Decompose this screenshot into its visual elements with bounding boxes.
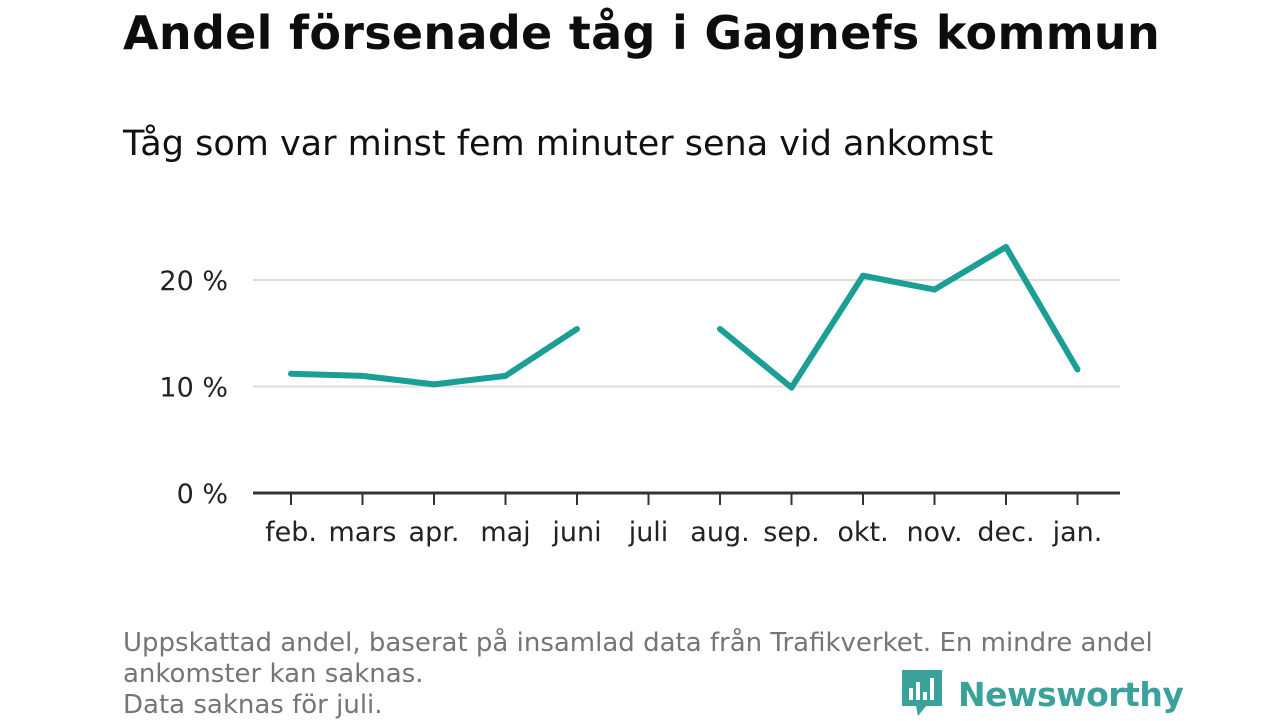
x-axis-ticks: feb. mars apr. maj juni juli aug. sep. okt. nov. d… [253, 491, 1120, 548]
data-point [931, 286, 938, 293]
data-point [860, 272, 866, 279]
y-tick-label: 10 % [159, 373, 228, 404]
footnote-line-3: Data saknas för juli. [123, 690, 383, 720]
brand-logo: Newsworthy [902, 670, 1184, 718]
series-lines [288, 243, 1081, 391]
x-tick-label: maj [480, 517, 530, 548]
data-point [717, 325, 723, 332]
data-point [1003, 243, 1009, 250]
line-chart: 0 % 10 % 20 % feb. mars apr. maj juni juli aug. s… [159, 243, 1120, 548]
data-point [502, 372, 509, 379]
data-point [788, 384, 795, 391]
chart-subtitle: Tåg som var minst fem minuter sena vid a… [123, 124, 994, 164]
brand-name: Newsworthy [958, 674, 1184, 714]
x-tick-label: jan. [1052, 517, 1103, 548]
chart-title: Andel försenade tåg i Gagnefs kommun [123, 6, 1161, 60]
data-point [359, 372, 366, 379]
series-line-segment [718, 243, 1081, 391]
series-line-segment [290, 326, 579, 388]
data-point [574, 325, 580, 332]
data-point [431, 381, 437, 388]
y-axis-ticks: 0 % 10 % 20 % [159, 266, 228, 510]
footnote: Uppskattad andel, baserat på insamlad da… [123, 628, 1163, 721]
newsworthy-logo-icon [902, 670, 942, 716]
data-point [288, 370, 294, 377]
x-tick-label: feb. [265, 517, 317, 548]
footnote-line-2: ankomster kan saknas. [123, 659, 424, 689]
footnote-line-1: Uppskattad andel, baserat på insamlad da… [123, 628, 1153, 658]
y-tick-label: 20 % [159, 266, 228, 297]
y-tick-label: 0 % [177, 479, 228, 510]
x-tick-label: mars [328, 517, 396, 548]
data-point [1074, 366, 1081, 373]
x-tick-label: juli [628, 517, 669, 548]
grid-layer [253, 279, 1120, 388]
x-tick-label: aug. [690, 517, 749, 548]
x-tick-label: dec. [977, 517, 1034, 548]
x-tick-label: nov. [906, 517, 962, 548]
x-tick-label: sep. [763, 517, 819, 548]
x-tick-label: okt. [837, 517, 888, 548]
x-tick-label: juni [551, 517, 601, 548]
x-tick-label: apr. [409, 517, 460, 548]
